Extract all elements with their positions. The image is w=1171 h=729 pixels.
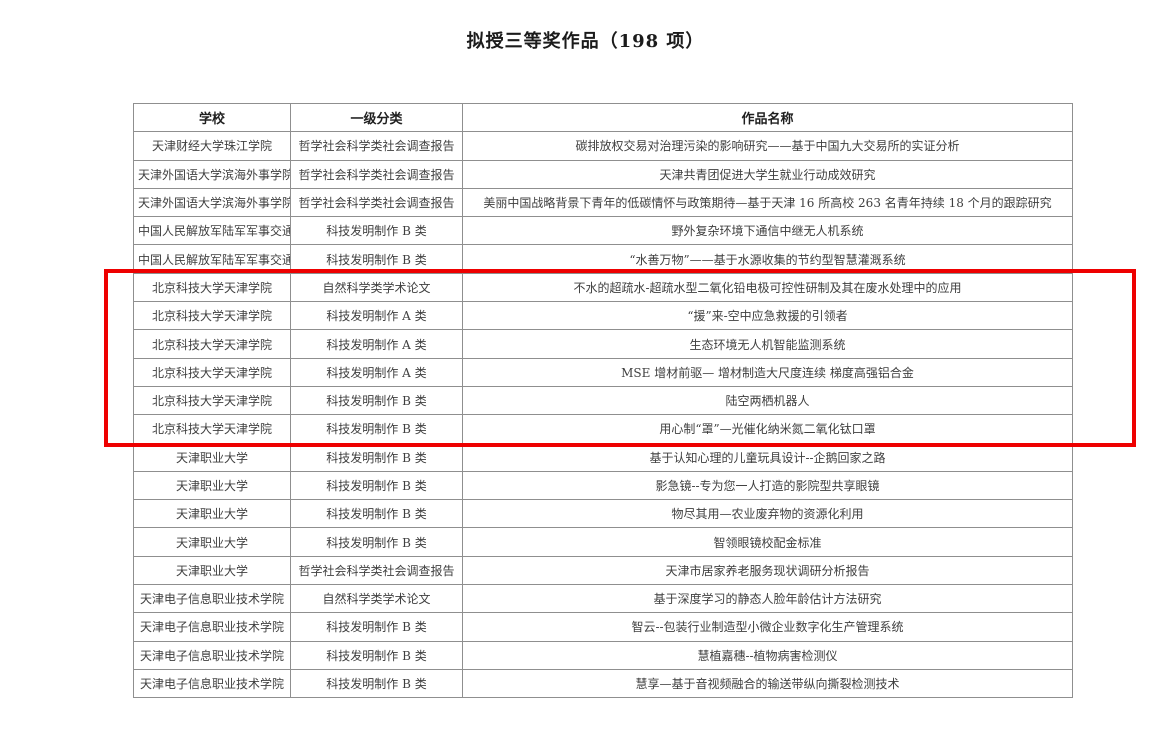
work-cell: “援”来-空中应急救援的引领者 [462, 301, 1073, 331]
category-cell: 科技发明制作 B 类 [290, 216, 463, 246]
school-cell: 北京科技大学天津学院 [133, 357, 291, 387]
table-row: 北京科技大学天津学院 科技发明制作 A 类 MSE 增材前驱— 增材制造大尺度连… [133, 357, 1073, 387]
table-row: 北京科技大学天津学院 科技发明制作 B 类 用心制“罩”—光催化纳米氮二氧化钛口… [133, 414, 1073, 444]
category-cell: 自然科学类学术论文 [290, 584, 463, 614]
awards-table-header: 学校 一级分类 作品名称 [133, 102, 1073, 133]
table-row: 天津财经大学珠江学院 哲学社会科学类社会调查报告 碳排放权交易对治理污染的影响研… [133, 131, 1073, 161]
table-row: 天津电子信息职业技术学院 科技发明制作 B 类 慧植嘉穗--植物病害检测仪 [133, 640, 1073, 670]
column-header-school: 学校 [133, 102, 291, 133]
work-cell: MSE 增材前驱— 增材制造大尺度连续 梯度高强铝合金 [462, 357, 1073, 387]
page-title: 拟授三等奖作品（198 项） [466, 31, 705, 52]
work-cell: 智领眼镜校配金标准 [462, 527, 1073, 557]
awards-table-body: 天津财经大学珠江学院 哲学社会科学类社会调查报告 碳排放权交易对治理污染的影响研… [133, 131, 1073, 699]
work-cell: 碳排放权交易对治理污染的影响研究——基于中国九大交易所的实证分析 [462, 131, 1073, 161]
table-row: 北京科技大学天津学院 科技发明制作 B 类 陆空两栖机器人 [133, 385, 1073, 416]
category-cell: 科技发明制作 B 类 [290, 527, 463, 557]
work-cell: 天津共青团促进大学生就业行动成效研究 [462, 159, 1073, 189]
category-cell: 科技发明制作 B 类 [290, 244, 463, 274]
school-cell: 天津电子信息职业技术学院 [133, 668, 291, 699]
school-cell: 天津职业大学 [133, 499, 291, 529]
awards-table: 学校 一级分类 作品名称 天津财经大学珠江学院 哲学社会科学类社会调查报告 碳排… [133, 102, 1073, 699]
table-row: 天津职业大学 科技发明制作 B 类 物尽其用—农业废弃物的资源化利用 [133, 499, 1073, 529]
table-row: 天津外国语大学滨海外事学院 哲学社会科学类社会调查报告 美丽中国战略背景下青年的… [133, 187, 1073, 218]
school-cell: 北京科技大学天津学院 [133, 301, 291, 331]
school-cell: 天津电子信息职业技术学院 [133, 640, 291, 670]
school-cell: 北京科技大学天津学院 [133, 414, 291, 444]
work-cell: 天津市居家养老服务现状调研分析报告 [462, 555, 1073, 586]
school-cell: 天津职业大学 [133, 527, 291, 557]
school-cell: 北京科技大学天津学院 [133, 329, 291, 359]
category-cell: 科技发明制作 B 类 [290, 640, 463, 670]
work-cell: 不水的超疏水-超疏水型二氧化铅电极可控性研制及其在废水处理中的应用 [462, 272, 1073, 303]
category-cell: 哲学社会科学类社会调查报告 [290, 159, 463, 189]
school-cell: 北京科技大学天津学院 [133, 272, 291, 303]
column-header-category: 一级分类 [290, 102, 463, 133]
table-row: 天津电子信息职业技术学院 科技发明制作 B 类 智云--包装行业制造型小微企业数… [133, 612, 1073, 642]
school-cell: 天津职业大学 [133, 555, 291, 586]
category-cell: 科技发明制作 A 类 [290, 301, 463, 331]
table-row: 北京科技大学天津学院 科技发明制作 A 类 “援”来-空中应急救援的引领者 [133, 301, 1073, 331]
school-cell: 天津职业大学 [133, 470, 291, 501]
category-cell: 科技发明制作 B 类 [290, 414, 463, 444]
school-cell: 中国人民解放军陆军军事交通学院 [133, 244, 291, 274]
work-cell: 物尽其用—农业废弃物的资源化利用 [462, 499, 1073, 529]
table-row: 北京科技大学天津学院 自然科学类学术论文 不水的超疏水-超疏水型二氧化铅电极可控… [133, 272, 1073, 303]
category-cell: 哲学社会科学类社会调查报告 [290, 187, 463, 218]
school-cell: 天津电子信息职业技术学院 [133, 612, 291, 642]
school-cell: 天津外国语大学滨海外事学院 [133, 187, 291, 218]
school-cell: 天津财经大学珠江学院 [133, 131, 291, 161]
category-cell: 自然科学类学术论文 [290, 272, 463, 303]
table-row: 北京科技大学天津学院 科技发明制作 A 类 生态环境无人机智能监测系统 [133, 329, 1073, 359]
work-cell: 慧享—基于音视频融合的输送带纵向撕裂检测技术 [462, 668, 1073, 699]
school-cell: 天津外国语大学滨海外事学院 [133, 159, 291, 189]
work-cell: 生态环境无人机智能监测系统 [462, 329, 1073, 359]
school-cell: 天津职业大学 [133, 442, 291, 472]
category-cell: 哲学社会科学类社会调查报告 [290, 131, 463, 161]
work-cell: 美丽中国战略背景下青年的低碳情怀与政策期待—基于天津 16 所高校 263 名青… [462, 187, 1073, 218]
table-row: 天津职业大学 哲学社会科学类社会调查报告 天津市居家养老服务现状调研分析报告 [133, 555, 1073, 586]
school-cell: 天津电子信息职业技术学院 [133, 584, 291, 614]
column-header-work: 作品名称 [462, 102, 1073, 133]
category-cell: 科技发明制作 B 类 [290, 385, 463, 416]
category-cell: 科技发明制作 A 类 [290, 329, 463, 359]
table-row: 天津职业大学 科技发明制作 B 类 智领眼镜校配金标准 [133, 527, 1073, 557]
work-cell: 用心制“罩”—光催化纳米氮二氧化钛口罩 [462, 414, 1073, 444]
work-cell: “水善万物”——基于水源收集的节约型智慧灌溉系统 [462, 244, 1073, 274]
school-cell: 北京科技大学天津学院 [133, 385, 291, 416]
category-cell: 科技发明制作 B 类 [290, 668, 463, 699]
category-cell: 科技发明制作 B 类 [290, 612, 463, 642]
table-row: 天津电子信息职业技术学院 科技发明制作 B 类 慧享—基于音视频融合的输送带纵向… [133, 668, 1073, 699]
work-cell: 基于深度学习的静态人脸年龄估计方法研究 [462, 584, 1073, 614]
category-cell: 科技发明制作 A 类 [290, 357, 463, 387]
category-cell: 科技发明制作 B 类 [290, 499, 463, 529]
school-cell: 中国人民解放军陆军军事交通学院 [133, 216, 291, 246]
table-row: 天津电子信息职业技术学院 自然科学类学术论文 基于深度学习的静态人脸年龄估计方法… [133, 584, 1073, 614]
work-cell: 智云--包装行业制造型小微企业数字化生产管理系统 [462, 612, 1073, 642]
work-cell: 野外复杂环境下通信中继无人机系统 [462, 216, 1073, 246]
table-row: 天津职业大学 科技发明制作 B 类 影急镜--专为您一人打造的影院型共享眼镜 [133, 470, 1073, 501]
category-cell: 科技发明制作 B 类 [290, 470, 463, 501]
table-row: 天津职业大学 科技发明制作 B 类 基于认知心理的儿童玩具设计--企鹅回家之路 [133, 442, 1073, 472]
header-row: 学校 一级分类 作品名称 [133, 102, 1073, 133]
work-cell: 慧植嘉穗--植物病害检测仪 [462, 640, 1073, 670]
category-cell: 哲学社会科学类社会调查报告 [290, 555, 463, 586]
work-cell: 基于认知心理的儿童玩具设计--企鹅回家之路 [462, 442, 1073, 472]
table-row: 中国人民解放军陆军军事交通学院 科技发明制作 B 类 野外复杂环境下通信中继无人… [133, 216, 1073, 246]
work-cell: 影急镜--专为您一人打造的影院型共享眼镜 [462, 470, 1073, 501]
table-row: 中国人民解放军陆军军事交通学院 科技发明制作 B 类 “水善万物”——基于水源收… [133, 244, 1073, 274]
work-cell: 陆空两栖机器人 [462, 385, 1073, 416]
category-cell: 科技发明制作 B 类 [290, 442, 463, 472]
table-row: 天津外国语大学滨海外事学院 哲学社会科学类社会调查报告 天津共青团促进大学生就业… [133, 159, 1073, 189]
